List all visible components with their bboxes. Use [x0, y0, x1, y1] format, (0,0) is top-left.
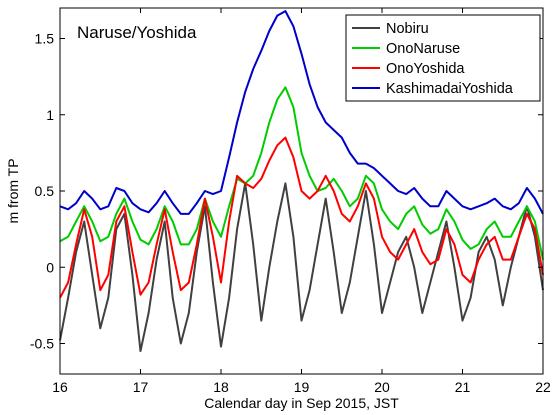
x-tick-label: 22 — [535, 379, 551, 395]
legend-box — [345, 14, 541, 102]
legend-label-OnoYoshida: OnoYoshida — [386, 61, 465, 77]
x-tick-label: 16 — [52, 379, 68, 395]
series-line-OnoNaruse — [59, 86, 544, 260]
x-tick-label: 17 — [133, 379, 149, 395]
series-line-Nobiru — [59, 182, 544, 353]
chart-title: Naruse/Yoshida — [77, 23, 197, 42]
series-line-OnoYoshida — [59, 136, 544, 299]
y-axis-label: m from TP — [5, 158, 21, 223]
axes-group: 16 17 18 19 20 21 22 -0.5 0 0.5 1 1.5 — [30, 7, 551, 395]
y-tick-label: 1.5 — [35, 31, 55, 47]
legend: Nobiru OnoNaruse OnoYoshida KashimadaiYoshi… — [345, 14, 541, 102]
legend-label-OnoNaruse: OnoNaruse — [386, 41, 460, 57]
x-tick-label: 20 — [374, 379, 390, 395]
y-tick-label: 1 — [46, 107, 54, 123]
legend-label-KashimadaiYoshida: KashimadaiYoshida — [386, 81, 514, 97]
x-tick-label: 18 — [213, 379, 229, 395]
x-tick-label: 19 — [294, 379, 310, 395]
y-tick-label: 0 — [46, 259, 54, 275]
legend-label-Nobiru: Nobiru — [386, 21, 429, 37]
y-tick-label: -0.5 — [30, 336, 54, 352]
x-tick-label: 21 — [455, 379, 471, 395]
x-axis-label: Calendar day in Sep 2015, JST — [204, 395, 399, 411]
series-line-KashimadaiYoshida — [59, 10, 544, 215]
series-group — [59, 10, 544, 353]
y-tick-label: 0.5 — [35, 183, 55, 199]
